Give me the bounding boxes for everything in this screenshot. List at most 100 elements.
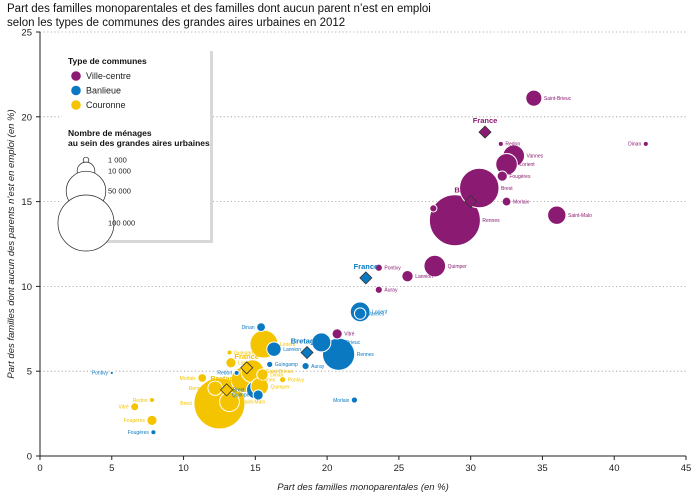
y-tick-label: 15 (21, 197, 32, 208)
point-label: Quimper (232, 393, 252, 399)
legend-swatch (71, 85, 81, 96)
point-label: Lannion (283, 347, 301, 353)
bubble-point (150, 429, 157, 436)
point-label: Brest (180, 401, 192, 407)
point-label: Rennes (189, 386, 207, 392)
point-label: Vannes (259, 377, 276, 383)
aggregate-label: France (354, 262, 379, 271)
x-tick-label: 45 (681, 463, 692, 474)
legend-size-label: 1 000 (108, 156, 127, 165)
point-label: Lannion (415, 274, 433, 280)
legend-entry: Banlieue (86, 86, 121, 96)
bubble-point (301, 362, 310, 371)
aggregate-markers: France Bretagne France Bretagne France Bretag… (210, 116, 498, 397)
aggregate-label: Bretagne (210, 374, 243, 383)
legend-size-title: au sein des grandes aires urbaines (68, 138, 210, 148)
bubble-point (547, 205, 567, 225)
aggregate-label: France (473, 116, 498, 125)
axes: 0 5 10 15 20 25 30 35 40 45 0 5 10 15 20 25 Part des fam… (6, 28, 691, 494)
point-label: Saint-Brieuc (266, 369, 294, 375)
bubble-point (429, 204, 438, 213)
y-tick-label: 0 (27, 452, 32, 463)
point-label: Rennes (482, 218, 500, 224)
x-tick-label: 35 (537, 463, 548, 474)
bubble-point (256, 322, 266, 333)
legend: Type de communes Ville-centre Banlieue Cour… (57, 48, 213, 252)
point-label: Lorient (280, 342, 296, 348)
aggregate-diamond (478, 125, 492, 139)
point-label: Auray (384, 288, 398, 294)
bubble-point (226, 349, 233, 356)
point-label: Morlaix (333, 398, 350, 404)
aggregate-diamond (220, 383, 234, 397)
y-tick-label: 25 (21, 28, 32, 39)
point-label: Vitré (119, 405, 129, 411)
bubble-point (266, 341, 282, 357)
point-label: Dinan (628, 142, 641, 148)
legend-entry: Couronne (86, 100, 126, 110)
point-label: Morlaix (180, 376, 197, 382)
bubble-point (501, 196, 512, 207)
point-label: Dinan (242, 325, 255, 331)
bubble-point (496, 170, 508, 182)
chart-title-line-2: selon les types de communes des grandes … (7, 17, 346, 29)
legend-swatch (71, 100, 81, 110)
aggregate-label: France (234, 352, 259, 361)
point-label: Pontivy (384, 266, 401, 272)
bubble-point (525, 89, 543, 107)
aggregate-diamond (300, 345, 314, 360)
bubble-point (374, 285, 383, 294)
legend-swatch (71, 71, 81, 81)
aggregate-diamond (240, 361, 254, 375)
x-axis-label: Part des familles monoparentales (en %) (277, 482, 449, 493)
bubble-point (497, 140, 504, 147)
point-label: Brest (233, 388, 245, 394)
point-label: Guingamp (234, 350, 257, 356)
point-label: Guingamp (275, 362, 298, 368)
bubble-point (428, 194, 481, 247)
legend-entry: Ville-centre (86, 71, 131, 81)
bubble-point (197, 373, 208, 383)
point-label: Pontivy (92, 371, 109, 377)
point-label: Dinan (270, 372, 283, 378)
bubble-point (225, 357, 237, 369)
bubble-point (423, 254, 447, 278)
point-label: Auray (311, 364, 325, 370)
point-label: Fougères (124, 418, 146, 424)
x-tick-label: 40 (609, 463, 620, 474)
bubble-point (350, 396, 359, 404)
point-label: Pontivy (288, 377, 305, 383)
point-label: Redon (217, 371, 232, 377)
aggregate-diamond (464, 195, 478, 209)
bubble-point (311, 332, 332, 353)
x-tick-label: 20 (322, 463, 333, 474)
bubble-point (109, 370, 114, 375)
x-tick-label: 15 (250, 463, 261, 474)
chart-title-line-1: Part des familles monoparentales et des … (7, 3, 431, 15)
point-label: Lorient (519, 162, 535, 168)
point-label: Morlaix (513, 199, 530, 205)
y-tick-label: 5 (27, 367, 32, 378)
point-label: Fougères (128, 430, 150, 436)
bubble-point (353, 307, 367, 320)
point-label: Quimper (448, 264, 468, 270)
bubble-point (146, 414, 158, 426)
x-tick-label: 0 (37, 463, 42, 474)
point-label: Vannes (368, 311, 385, 317)
aggregate-label: Bretagne (454, 186, 487, 195)
x-tick-label: 5 (109, 463, 114, 474)
point-label: Guingamp (439, 206, 462, 212)
aggregate-label: Bretagne (291, 337, 324, 346)
x-tick-label: 25 (394, 463, 405, 474)
point-label: Lorient (372, 310, 388, 316)
legend-size-label: 100 000 (108, 219, 135, 228)
bubble-point (374, 263, 383, 272)
point-label: Saint-Malo (241, 400, 265, 406)
point-label: Fougères (509, 174, 531, 180)
bubble-point (233, 369, 240, 376)
point-label: Vannes (527, 154, 544, 160)
bubble-point (401, 270, 414, 283)
chart-title: Part des familles monoparentales et des … (7, 2, 431, 30)
legend-size-title: Nombre de ménages (68, 128, 152, 138)
